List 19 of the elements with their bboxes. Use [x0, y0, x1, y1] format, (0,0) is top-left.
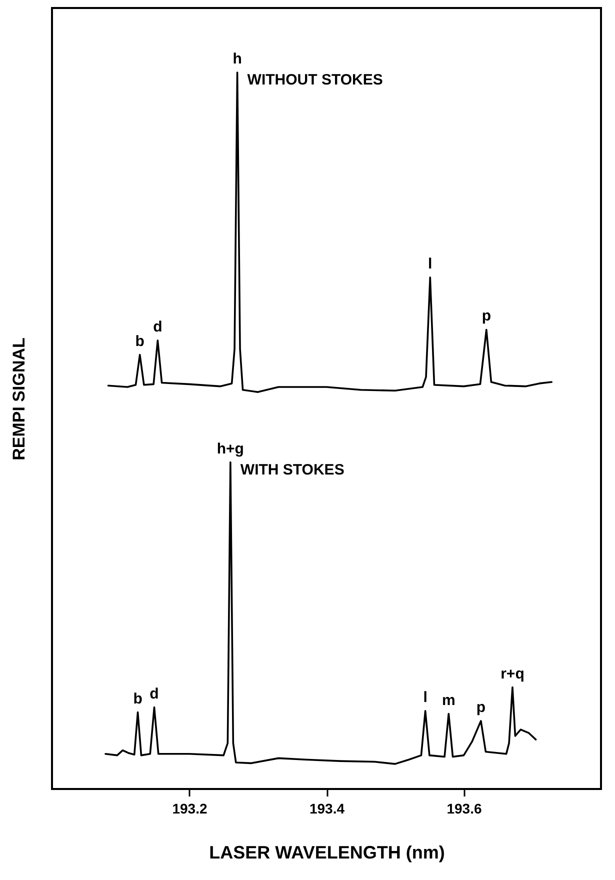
annotation: d [153, 318, 162, 336]
annotation: r+q [500, 665, 524, 682]
annotation: b [133, 690, 142, 708]
annotation: m [442, 692, 456, 709]
x-tick-label: 193.4 [309, 800, 345, 816]
annotation: l [428, 255, 432, 272]
x-tick-label: 193.2 [172, 800, 208, 816]
annotation: p [476, 698, 486, 716]
series-label: WITH STOKES [240, 461, 344, 478]
annotation: p [482, 308, 491, 325]
annotation: b [135, 332, 144, 350]
x-axis-title: LASER WAVELENGTH (nm) [209, 842, 445, 862]
series-label: WITHOUT STOKES [247, 71, 383, 88]
annotation: h [232, 50, 242, 68]
annotation: d [150, 685, 159, 702]
annotation: h+g [216, 440, 244, 458]
x-tick-label: 193.6 [446, 800, 482, 816]
y-axis-title: REMPI SIGNAL [10, 338, 28, 460]
annotation: l [423, 688, 428, 706]
